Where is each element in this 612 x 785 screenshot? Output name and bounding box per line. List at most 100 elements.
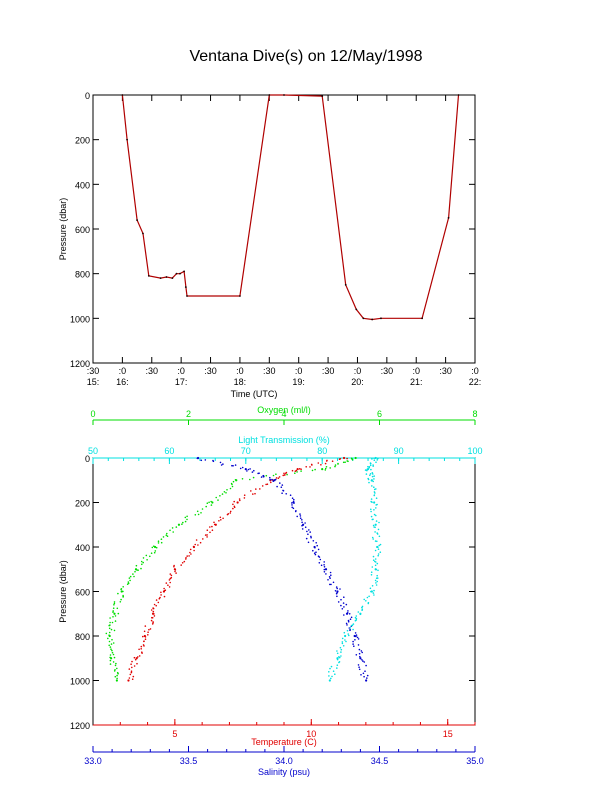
temperature-point <box>130 670 133 672</box>
salinity-point <box>220 464 223 466</box>
temperature-point <box>298 468 301 470</box>
oxygen-point <box>110 657 113 660</box>
transmission-point <box>361 606 363 609</box>
oxygen-point <box>110 648 112 650</box>
oxygen-point <box>117 672 119 675</box>
salinity-point <box>253 469 255 472</box>
transmission-point <box>373 478 375 480</box>
transmission-point <box>375 520 378 522</box>
transmission-point <box>370 574 373 576</box>
x-tick-label-top: :0 <box>471 366 479 376</box>
temperature-point <box>173 564 175 567</box>
temperature-point <box>278 476 281 478</box>
x-tick-label-top: :30 <box>263 366 276 376</box>
temperature-point <box>197 544 199 546</box>
temperature-point <box>243 497 246 499</box>
transmission-point <box>379 543 382 546</box>
oxygen-tick-label: 8 <box>472 409 477 419</box>
oxygen-point <box>201 508 204 510</box>
salinity-point <box>327 579 329 581</box>
salinity-point <box>282 490 285 492</box>
salinity-point <box>361 659 363 661</box>
temperature-point <box>229 510 232 513</box>
salinity-point <box>340 604 342 607</box>
temperature-point <box>131 666 133 669</box>
salinity-tick-label: 33.0 <box>84 756 102 766</box>
transmission-point <box>373 526 375 528</box>
oxygen-point <box>165 534 168 536</box>
salinity-point <box>325 573 327 575</box>
oxygen-point <box>112 607 115 609</box>
transmission-point <box>364 469 367 471</box>
oxygen-point <box>113 612 116 615</box>
oxygen-point <box>184 516 187 519</box>
transmission-point <box>369 464 372 467</box>
temperature-point <box>311 464 313 466</box>
temperature-point <box>140 645 143 648</box>
oxygen-point <box>215 496 217 499</box>
transmission-point <box>375 561 377 563</box>
salinity-point <box>336 595 338 598</box>
salinity-tick-label: 35.0 <box>466 756 484 766</box>
y-tick-label: 400 <box>75 543 90 553</box>
transmission-point <box>369 587 372 590</box>
oxygen-point <box>133 575 135 578</box>
transmission-point <box>369 462 372 465</box>
transmission-point <box>378 544 381 547</box>
oxygen-point <box>225 492 227 494</box>
salinity-point <box>352 640 354 643</box>
oxygen-point <box>153 545 157 549</box>
oxygen-point <box>206 502 209 505</box>
pressure-point <box>186 295 188 297</box>
pressure-point <box>136 219 138 221</box>
oxygen-tick-label: 6 <box>377 409 382 419</box>
transmission-point <box>365 600 367 602</box>
salinity-point <box>332 581 335 584</box>
salinity-point <box>366 674 369 677</box>
salinity-point <box>316 544 319 547</box>
salinity-axis-label: Salinity (psu) <box>258 767 310 777</box>
salinity-point <box>358 648 361 651</box>
salinity-point <box>363 675 365 678</box>
temperature-point <box>277 477 280 480</box>
salinity-point <box>289 494 292 497</box>
oxygen-point <box>112 611 114 613</box>
oxygen-axis-label: Oxygen (ml/l) <box>257 405 311 415</box>
oxygen-point <box>275 473 277 476</box>
salinity-point <box>273 479 276 482</box>
transmission-point <box>375 582 377 584</box>
transmission-point <box>371 458 373 460</box>
transmission-point <box>371 485 373 487</box>
oxygen-point <box>153 551 156 554</box>
oxygen-point <box>219 495 221 497</box>
oxygen-point <box>113 601 116 603</box>
y-tick-label: 600 <box>75 588 90 598</box>
temperature-point <box>143 630 146 633</box>
salinity-point <box>314 553 317 556</box>
temperature-point <box>209 531 211 534</box>
salinity-point <box>323 566 326 568</box>
transmission-point <box>372 464 374 466</box>
transmission-point <box>379 551 382 553</box>
transmission-point <box>376 574 379 577</box>
transmission-point <box>372 559 375 561</box>
temperature-point <box>132 675 135 678</box>
oxygen-point <box>229 487 232 490</box>
salinity-point <box>310 535 312 538</box>
oxygen-point <box>117 592 119 595</box>
pressure-point <box>355 308 358 311</box>
temperature-point <box>239 499 241 502</box>
salinity-point <box>358 652 361 655</box>
x-axis-label: Time (UTC) <box>231 389 278 399</box>
salinity-point <box>299 515 302 517</box>
oxygen-point <box>122 586 124 588</box>
transmission-point <box>350 624 353 627</box>
temperature-point <box>169 581 171 584</box>
oxygen-point <box>208 501 210 504</box>
oxygen-point <box>119 601 122 603</box>
temperature-point <box>270 481 272 484</box>
temperature-tick-label: 15 <box>443 729 453 739</box>
temperature-point <box>291 469 294 472</box>
oxygen-point <box>265 474 268 477</box>
transmission-point <box>374 523 377 526</box>
